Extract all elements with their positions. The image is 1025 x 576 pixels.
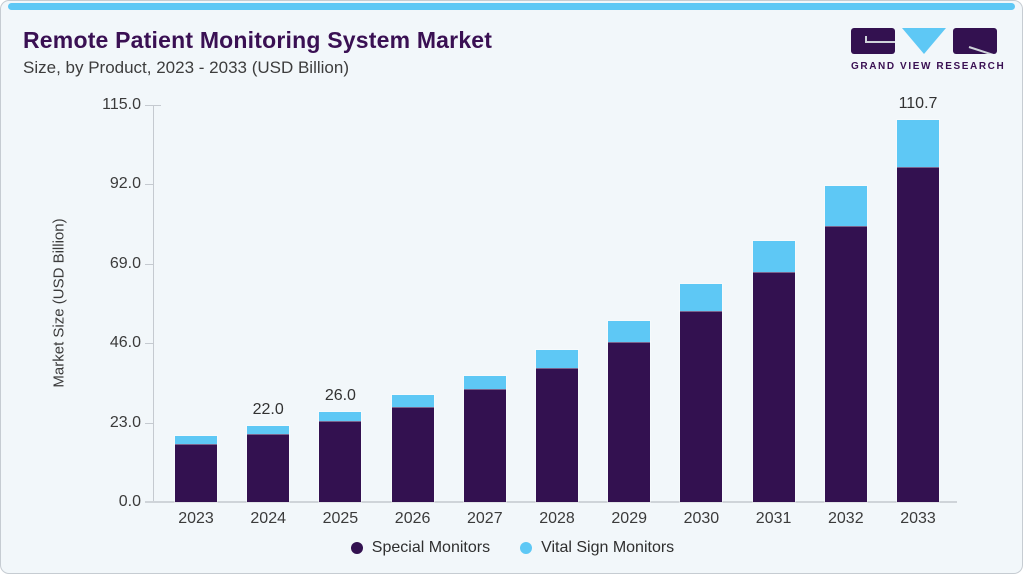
bar-2027-special-monitors — [463, 389, 506, 502]
y-axis-tick — [145, 184, 153, 186]
bar-2025-special-monitors — [319, 421, 362, 502]
y-axis-line — [153, 105, 154, 502]
x-axis-label-2025: 2025 — [322, 510, 359, 527]
x-axis-label-2031: 2031 — [755, 510, 792, 527]
x-axis-label-2023: 2023 — [178, 510, 214, 527]
x-axis-label-2026: 2026 — [394, 510, 431, 527]
bar-2026-special-monitors — [391, 406, 434, 502]
legend-item-special-monitors: Special Monitors — [350, 539, 491, 557]
x-axis-label-2032: 2032 — [828, 510, 864, 527]
bar-2024-special-monitors — [247, 433, 290, 502]
legend-dot-icon — [350, 542, 363, 554]
bar-2024-vital-sign-monitors — [247, 426, 290, 434]
bar-2033-special-monitors — [897, 167, 939, 502]
logo-brand-text: GRAND VIEW RESEARCH — [851, 61, 1006, 72]
y-axis-tick — [145, 263, 153, 265]
logo-r-icon — [953, 28, 997, 54]
bar-2030-special-monitors — [680, 310, 723, 502]
y-axis-tick-label: 0.0 — [118, 493, 141, 510]
logo-g-icon — [851, 28, 895, 54]
y-axis-tick-label: 115.0 — [102, 96, 141, 113]
x-axis-label-2029: 2029 — [611, 510, 647, 527]
chart-legend: Special Monitors Vital Sign Monitors — [1, 539, 1022, 557]
grand-view-research-logo: GRAND VIEW RESEARCH — [851, 28, 1006, 72]
bar-2023-special-monitors — [175, 443, 217, 502]
bar-2027-vital-sign-monitors — [463, 375, 506, 390]
y-axis-tick-top-right — [153, 105, 161, 106]
x-axis-line — [145, 501, 957, 503]
bar-2023-vital-sign-monitors — [175, 436, 217, 444]
bar-2031-vital-sign-monitors — [752, 241, 795, 273]
legend-label: Special Monitors — [371, 539, 491, 556]
bar-2025-vital-sign-monitors — [319, 412, 362, 422]
y-axis-tick — [145, 343, 153, 345]
y-axis-title: Market Size (USD Billion) — [50, 218, 68, 388]
y-axis-tick — [145, 105, 153, 106]
x-axis-label-2028: 2028 — [539, 510, 575, 527]
bar-value-label-2033: 110.7 — [898, 94, 938, 112]
y-axis-tick-label: 92.0 — [109, 175, 141, 193]
logo-marks — [851, 28, 997, 55]
top-accent-strip — [8, 3, 1015, 10]
y-axis-tick — [145, 422, 153, 424]
logo-v-icon — [902, 28, 946, 54]
y-axis-tick-label: 69.0 — [109, 254, 141, 272]
x-axis-label-2024: 2024 — [250, 510, 286, 527]
bar-2028-vital-sign-monitors — [536, 350, 578, 369]
bar-value-label-2025: 26.0 — [324, 387, 356, 405]
bar-2026-vital-sign-monitors — [391, 394, 434, 407]
page-title: Remote Patient Monitoring System Market — [23, 27, 493, 53]
bar-2030-vital-sign-monitors — [680, 284, 723, 311]
x-axis-label-2027: 2027 — [467, 510, 503, 527]
bar-2029-special-monitors — [608, 342, 651, 502]
legend-item-vital-sign-monitors: Vital Sign Monitors — [520, 539, 674, 557]
bar-2032-special-monitors — [824, 225, 867, 502]
page-subtitle: Size, by Product, 2023 - 2033 (USD Billi… — [23, 58, 349, 77]
y-axis-tick-label: 23.0 — [109, 413, 141, 431]
bar-2029-vital-sign-monitors — [608, 321, 651, 343]
bar-2032-vital-sign-monitors — [824, 186, 867, 226]
bar-2033-vital-sign-monitors — [897, 119, 939, 168]
x-axis-label-2033: 2033 — [900, 510, 936, 527]
bar-value-label-2024: 22.0 — [252, 401, 284, 419]
bar-2028-special-monitors — [536, 368, 578, 502]
legend-label: Vital Sign Monitors — [541, 539, 675, 556]
bar-2031-special-monitors — [752, 272, 795, 502]
x-axis-label-2030: 2030 — [683, 510, 720, 527]
legend-dot-icon — [520, 542, 533, 554]
y-axis-tick-label: 46.0 — [109, 334, 141, 352]
